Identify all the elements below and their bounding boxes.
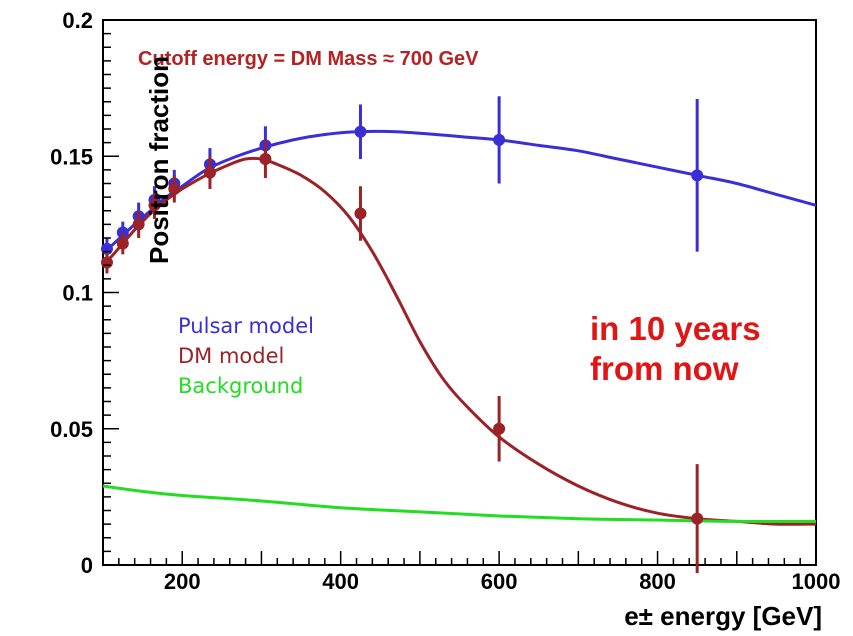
x-tick-label: 600 <box>481 569 518 594</box>
x-tick-label: 1000 <box>792 569 841 594</box>
plot-frame <box>102 19 817 566</box>
chart-title: Cutoff energy = DM Mass ≈ 700 GeV <box>138 48 479 70</box>
legend-background: Background <box>178 374 303 398</box>
annotation-line-2: from now <box>590 350 739 387</box>
x-tick-label: 400 <box>322 569 359 594</box>
dm-model-data-point <box>493 422 506 435</box>
pulsar-model-data-point <box>691 169 704 182</box>
pulsar-model-data-point <box>493 133 506 146</box>
y-axis-label: Positron fraction <box>144 56 174 264</box>
y-tick-label: 0.1 <box>62 281 93 306</box>
y-tick-label: 0.15 <box>50 144 93 169</box>
dm-model-data-point <box>168 182 181 195</box>
x-tick-label: 200 <box>164 569 201 594</box>
dm-model-data-point <box>259 152 272 165</box>
dm-model-data-point <box>132 218 145 231</box>
ticks-layer: 200 400 600 800 1000 0 0.05 0.1 0.15 0.2 <box>50 8 840 594</box>
y-tick-label: 0.05 <box>50 417 93 442</box>
dm-model-data-point <box>203 166 216 179</box>
background-curve <box>102 484 817 523</box>
dm-model-data-point <box>148 199 161 212</box>
pulsar-model-data-point <box>354 125 367 138</box>
y-tick-label: 0.2 <box>62 8 93 33</box>
dm-model-data-point <box>691 512 704 525</box>
dm-model-curve <box>102 156 817 526</box>
x-axis-label: e± energy [GeV] <box>624 601 822 631</box>
legend-dm-model: DM model <box>178 344 284 368</box>
y-tick-label: 0 <box>81 553 93 578</box>
dm-model-data-point <box>100 256 113 269</box>
legend-pulsar-model: Pulsar model <box>178 314 314 338</box>
dm-model-data-point <box>116 237 129 250</box>
annotation-line-1: in 10 years <box>590 310 761 347</box>
x-tick-label: 800 <box>639 569 676 594</box>
dm-model-data-point <box>354 207 367 220</box>
